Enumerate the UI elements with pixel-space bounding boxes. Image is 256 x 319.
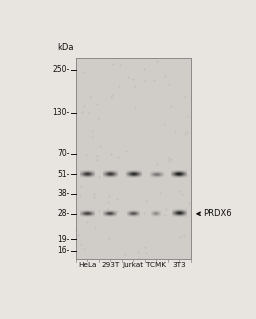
Point bbox=[87, 110, 91, 115]
Point bbox=[133, 105, 137, 110]
Point bbox=[167, 81, 171, 86]
Point bbox=[136, 249, 140, 255]
Point bbox=[92, 191, 96, 197]
Point bbox=[150, 171, 154, 176]
Point bbox=[131, 76, 135, 81]
Point bbox=[133, 84, 137, 89]
Point bbox=[105, 206, 109, 211]
Point bbox=[143, 78, 147, 83]
Point bbox=[143, 244, 147, 249]
Point bbox=[144, 250, 148, 256]
Point bbox=[79, 183, 83, 189]
Text: 28-: 28- bbox=[57, 209, 70, 218]
Point bbox=[90, 134, 94, 139]
Bar bbox=[76, 58, 191, 259]
Point bbox=[107, 194, 111, 199]
Point bbox=[106, 199, 110, 204]
Point bbox=[182, 233, 186, 238]
Point bbox=[117, 83, 121, 88]
Point bbox=[82, 246, 86, 251]
Point bbox=[136, 256, 141, 261]
Point bbox=[124, 148, 128, 153]
Point bbox=[80, 110, 84, 115]
Point bbox=[134, 171, 138, 176]
Text: HeLa: HeLa bbox=[78, 262, 96, 268]
Point bbox=[144, 198, 148, 204]
Point bbox=[163, 212, 167, 217]
Point bbox=[116, 154, 120, 160]
Point bbox=[78, 193, 82, 198]
Point bbox=[79, 241, 83, 246]
Point bbox=[162, 122, 166, 127]
Point bbox=[115, 196, 119, 201]
Point bbox=[185, 129, 189, 134]
Point bbox=[96, 115, 100, 120]
Point bbox=[107, 235, 111, 240]
Point bbox=[155, 162, 159, 167]
Point bbox=[98, 144, 102, 149]
Point bbox=[185, 113, 189, 118]
Point bbox=[90, 129, 94, 134]
Text: 130-: 130- bbox=[52, 108, 70, 117]
Text: 38-: 38- bbox=[57, 189, 70, 198]
Point bbox=[109, 95, 113, 100]
Point bbox=[74, 228, 78, 233]
Point bbox=[123, 252, 127, 257]
Point bbox=[110, 92, 114, 97]
Point bbox=[142, 67, 146, 72]
Point bbox=[94, 101, 99, 107]
Text: 70-: 70- bbox=[57, 149, 70, 158]
Point bbox=[76, 233, 80, 238]
Point bbox=[169, 157, 173, 162]
Point bbox=[97, 174, 101, 179]
Point bbox=[142, 211, 146, 216]
Point bbox=[126, 74, 130, 79]
Point bbox=[183, 131, 187, 136]
Point bbox=[85, 219, 89, 224]
Text: 19-: 19- bbox=[57, 235, 70, 244]
Point bbox=[163, 74, 167, 79]
Text: 51-: 51- bbox=[57, 170, 70, 179]
Point bbox=[185, 173, 189, 178]
Point bbox=[95, 154, 99, 159]
Point bbox=[155, 58, 159, 63]
Point bbox=[97, 209, 101, 214]
Point bbox=[103, 211, 108, 216]
Point bbox=[157, 208, 162, 213]
Point bbox=[93, 224, 97, 229]
Text: 3T3: 3T3 bbox=[172, 262, 186, 268]
Point bbox=[115, 209, 119, 214]
Point bbox=[183, 94, 187, 99]
Point bbox=[111, 61, 115, 66]
Point bbox=[177, 189, 181, 194]
Text: 250-: 250- bbox=[52, 65, 70, 74]
Point bbox=[167, 158, 172, 163]
Point bbox=[173, 128, 177, 133]
Point bbox=[118, 63, 122, 68]
Point bbox=[109, 152, 113, 157]
Text: kDa: kDa bbox=[57, 43, 74, 52]
Point bbox=[164, 207, 168, 212]
Text: TCMK: TCMK bbox=[146, 262, 166, 268]
Point bbox=[92, 194, 96, 199]
Point bbox=[88, 94, 92, 99]
Point bbox=[152, 77, 156, 82]
Text: 16-: 16- bbox=[57, 246, 70, 255]
Text: 293T: 293T bbox=[101, 262, 119, 268]
Point bbox=[180, 192, 184, 197]
Point bbox=[178, 235, 182, 240]
Point bbox=[169, 104, 174, 109]
Point bbox=[158, 190, 162, 195]
Point bbox=[187, 201, 191, 206]
Point bbox=[84, 152, 88, 157]
Point bbox=[81, 70, 85, 75]
Text: Jurkat: Jurkat bbox=[123, 262, 144, 268]
Point bbox=[95, 157, 99, 162]
Point bbox=[166, 156, 170, 161]
Point bbox=[82, 103, 86, 108]
Text: PRDX6: PRDX6 bbox=[204, 209, 232, 218]
